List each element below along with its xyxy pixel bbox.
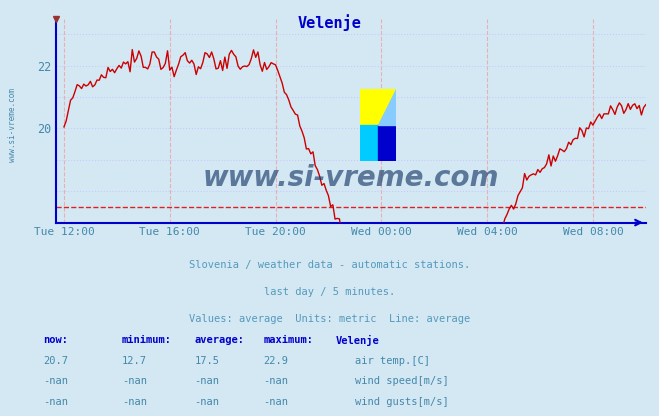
Text: air temp.[C]: air temp.[C] bbox=[355, 356, 430, 366]
Text: www.si-vreme.com: www.si-vreme.com bbox=[203, 164, 499, 192]
Text: www.si-vreme.com: www.si-vreme.com bbox=[8, 88, 17, 162]
Polygon shape bbox=[360, 89, 396, 125]
Text: last day / 5 minutes.: last day / 5 minutes. bbox=[264, 287, 395, 297]
Polygon shape bbox=[378, 89, 396, 125]
Text: -nan: -nan bbox=[264, 376, 289, 386]
Text: now:: now: bbox=[43, 335, 68, 345]
Text: maximum:: maximum: bbox=[264, 335, 314, 345]
Text: Slovenia / weather data - automatic stations.: Slovenia / weather data - automatic stat… bbox=[189, 260, 470, 270]
Text: minimum:: minimum: bbox=[122, 335, 172, 345]
Text: -nan: -nan bbox=[122, 397, 147, 407]
Text: 22.9: 22.9 bbox=[264, 356, 289, 366]
Text: -nan: -nan bbox=[122, 376, 147, 386]
Text: 20.7: 20.7 bbox=[43, 356, 68, 366]
Text: 17.5: 17.5 bbox=[194, 356, 219, 366]
Bar bbox=[360, 125, 378, 161]
Text: Velenje: Velenje bbox=[336, 335, 380, 346]
Text: average:: average: bbox=[194, 335, 244, 345]
Text: 12.7: 12.7 bbox=[122, 356, 147, 366]
Text: -nan: -nan bbox=[43, 397, 68, 407]
Text: Values: average  Units: metric  Line: average: Values: average Units: metric Line: aver… bbox=[189, 314, 470, 324]
Text: wind speed[m/s]: wind speed[m/s] bbox=[355, 376, 448, 386]
Text: -nan: -nan bbox=[43, 376, 68, 386]
Text: -nan: -nan bbox=[264, 397, 289, 407]
Text: wind gusts[m/s]: wind gusts[m/s] bbox=[355, 397, 448, 407]
Text: -nan: -nan bbox=[194, 397, 219, 407]
Text: -nan: -nan bbox=[194, 376, 219, 386]
Text: Velenje: Velenje bbox=[298, 15, 361, 31]
Bar bbox=[378, 125, 396, 161]
